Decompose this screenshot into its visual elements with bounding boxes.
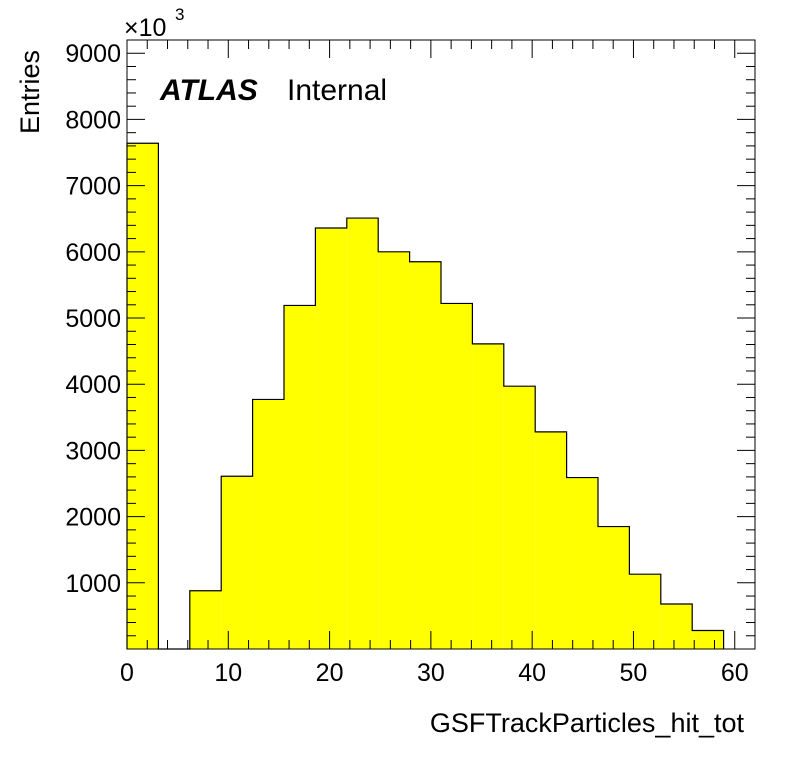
axis-ticks [126, 39, 756, 650]
histogram-bar [692, 630, 724, 649]
histogram-outline [126, 142, 725, 650]
histogram-bar [535, 431, 567, 649]
x-tick-label: 60 [721, 659, 749, 687]
x-tick-labels: 0 10 20 30 40 50 60 [120, 659, 749, 687]
x-tick-label: 30 [417, 659, 445, 687]
y-tick-label: 7000 [65, 173, 121, 201]
y-multiplier-exponent: 3 [175, 5, 184, 24]
histogram-bar [127, 143, 159, 650]
x-tick-label: 0 [120, 659, 134, 687]
x-tick-label: 40 [518, 659, 546, 687]
histogram-bar [252, 399, 284, 649]
y-tick-label: 1000 [65, 570, 121, 598]
y-tick-labels: 1000 2000 3000 4000 5000 6000 7000 8000 9000 [65, 40, 121, 598]
x-tick-label: 10 [214, 659, 242, 687]
histogram-bar [472, 343, 504, 649]
histogram-bar [189, 590, 222, 649]
x-axis-title: GSFTrackParticles_hit_tot [430, 708, 745, 738]
y-tick-label: 8000 [65, 106, 121, 134]
x-tick-label: 20 [316, 659, 344, 687]
histogram-bar [503, 386, 536, 649]
x-tick-label: 50 [620, 659, 648, 687]
y-tick-label: 4000 [65, 371, 121, 399]
y-tick-label: 2000 [65, 504, 121, 532]
histogram-bar [598, 526, 630, 649]
histogram-bar [346, 218, 379, 650]
histogram-bar [284, 305, 316, 649]
y-tick-label: 9000 [65, 40, 121, 68]
histogram-bar [378, 251, 410, 649]
y-tick-label: 5000 [65, 305, 121, 333]
histogram-bar [315, 227, 347, 649]
histogram-bar [221, 476, 253, 649]
internal-label: Internal [287, 74, 387, 107]
histogram-bar [441, 303, 473, 649]
histogram-bar [629, 574, 661, 649]
y-axis-title: Entries [15, 50, 45, 134]
histogram-bars [126, 142, 725, 650]
y-tick-label: 3000 [65, 437, 121, 465]
histogram-bar [566, 477, 598, 649]
y-multiplier: ×10 [124, 14, 166, 42]
histogram-bar [660, 603, 693, 649]
y-tick-label: 6000 [65, 239, 121, 267]
atlas-label: ATLAS [159, 74, 258, 107]
histogram-bar [409, 261, 441, 649]
